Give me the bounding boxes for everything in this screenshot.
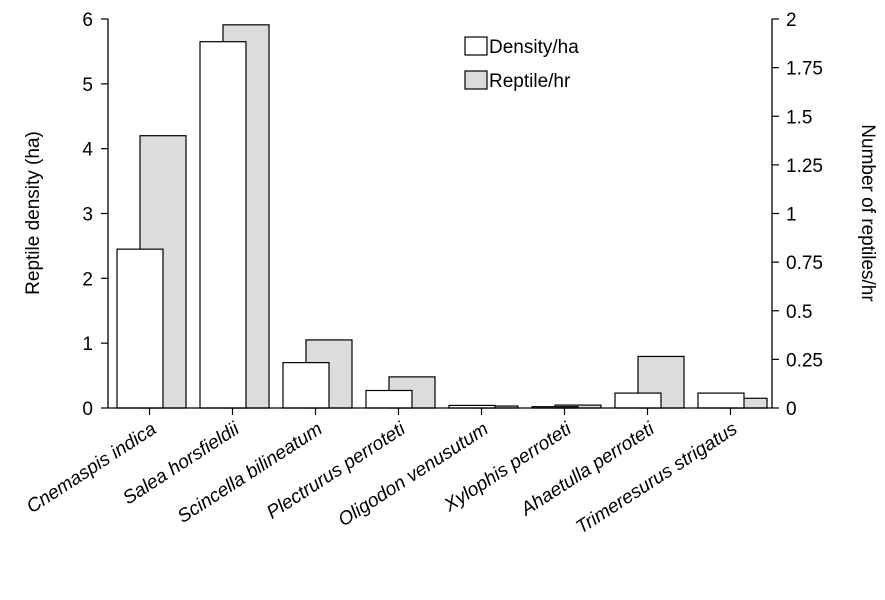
y2-tick-label: 1.25: [786, 156, 823, 177]
y-tick-label: 3: [82, 205, 93, 226]
density-bar-7: [697, 392, 745, 409]
y2-tick-label: 1.5: [786, 107, 812, 128]
category-label: Scincella bilineatum: [174, 419, 326, 528]
y2-tick-label: 0.5: [786, 302, 812, 323]
density-bar-2: [282, 362, 330, 409]
y2-tick-label: 1: [786, 205, 797, 226]
y-tick-label: 5: [82, 75, 93, 96]
y-tick-label: 1: [82, 334, 93, 355]
ticks-layer: 0 1 2 3 4 5 6 0 0.25 0.5 0.75 1 1.25 1.5 1.75 2: [82, 10, 823, 420]
y-tick-label: 4: [82, 140, 93, 161]
y-tick-label: 2: [82, 269, 93, 290]
category-label: Plectrurus perroteti: [263, 418, 410, 523]
density-bar-1: [199, 41, 247, 409]
y-tick-label: 0: [82, 399, 93, 420]
y2-tick-label: 1.75: [786, 59, 823, 80]
y-tick-label: 6: [82, 10, 93, 31]
density-bar-3: [365, 389, 413, 409]
legend-swatch-density: [464, 36, 488, 56]
category-label: Oligodon venusutum: [335, 419, 493, 532]
legend-swatch-reptile: [464, 70, 488, 90]
density-bar-6: [614, 392, 662, 409]
y2-tick-label: 0.75: [786, 253, 823, 274]
density-bar-0: [116, 248, 164, 409]
y2-axis-title: Number of reptiles/hr: [857, 124, 878, 302]
bars-layer: [116, 24, 768, 409]
category-label: Ahaetulla perroteti: [517, 418, 659, 521]
y2-tick-label: 2: [786, 10, 797, 31]
legend-label-density: Density/ha: [489, 37, 579, 58]
y2-tick-label: 0: [786, 399, 797, 420]
legend-label-reptile: Reptile/hr: [489, 71, 571, 92]
legend: Density/ha Reptile/hr: [464, 36, 579, 92]
y2-tick-label: 0.25: [786, 350, 823, 371]
y-axis-title: Reptile density (ha): [23, 131, 44, 295]
